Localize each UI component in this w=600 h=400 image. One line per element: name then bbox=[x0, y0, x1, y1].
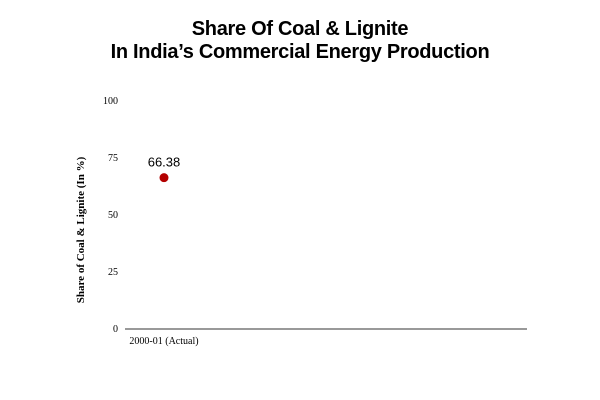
chart-title-line-1: Share Of Coal & Lignite bbox=[191, 18, 409, 40]
chart-title: Share Of Coal & Lignite In India’s Comme… bbox=[0, 18, 600, 64]
data-point[interactable] bbox=[159, 173, 169, 183]
x-axis-ticks: 2000-01 (Actual) bbox=[129, 336, 198, 347]
data-label: 66.38 bbox=[148, 155, 181, 170]
y-tick-label: 75 bbox=[108, 153, 118, 164]
y-tick-label: 50 bbox=[108, 210, 118, 221]
y-axis-ticks: 0 25 50 75 100 bbox=[103, 96, 118, 335]
y-tick-label: 100 bbox=[103, 96, 118, 107]
y-tick-label: 25 bbox=[108, 267, 118, 278]
x-tick-label: 2000-01 (Actual) bbox=[129, 336, 198, 347]
data-points: 66.38 bbox=[148, 155, 181, 183]
y-tick-label: 0 bbox=[113, 324, 118, 335]
chart-title-line-2: In India’s Commercial Energy Production bbox=[110, 41, 490, 63]
y-axis-label: Share of Coal & Lignite (In %) bbox=[75, 156, 87, 303]
